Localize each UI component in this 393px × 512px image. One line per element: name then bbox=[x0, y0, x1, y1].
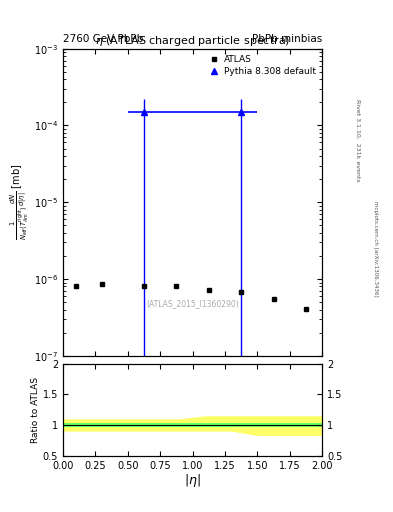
Pythia 8.308 default bbox=[141, 109, 146, 115]
Title: $\eta$ (ATLAS charged particle spectra): $\eta$ (ATLAS charged particle spectra) bbox=[95, 34, 290, 49]
Text: mcplots.cern.ch [arXiv:1306.3436]: mcplots.cern.ch [arXiv:1306.3436] bbox=[373, 201, 378, 296]
Text: (ATLAS_2015_I1360290): (ATLAS_2015_I1360290) bbox=[146, 299, 239, 308]
Y-axis label: Ratio to ATLAS: Ratio to ATLAS bbox=[31, 377, 40, 442]
ATLAS bbox=[304, 306, 309, 312]
Y-axis label: $\frac{1}{N_{\mathrm{eff}}\langle T_{Am}^{\mathrm{right}}\rangle}\frac{dN}{d|\et: $\frac{1}{N_{\mathrm{eff}}\langle T_{Am}… bbox=[9, 164, 31, 241]
Legend: ATLAS, Pythia 8.308 default: ATLAS, Pythia 8.308 default bbox=[205, 53, 318, 77]
ATLAS bbox=[73, 284, 78, 290]
Text: Rivet 3.1.10,  231k events: Rivet 3.1.10, 231k events bbox=[355, 99, 360, 182]
Text: PbPb minbias: PbPb minbias bbox=[252, 33, 322, 44]
ATLAS bbox=[141, 284, 146, 290]
ATLAS bbox=[271, 296, 276, 302]
Pythia 8.308 default bbox=[239, 109, 244, 115]
ATLAS bbox=[174, 283, 179, 289]
X-axis label: $|\eta|$: $|\eta|$ bbox=[184, 472, 201, 489]
ATLAS bbox=[99, 281, 104, 287]
ATLAS bbox=[206, 287, 211, 293]
Text: 2760 GeV PbPb: 2760 GeV PbPb bbox=[63, 33, 143, 44]
ATLAS bbox=[239, 289, 244, 295]
Line: ATLAS: ATLAS bbox=[73, 282, 309, 311]
Line: Pythia 8.308 default: Pythia 8.308 default bbox=[141, 109, 244, 115]
